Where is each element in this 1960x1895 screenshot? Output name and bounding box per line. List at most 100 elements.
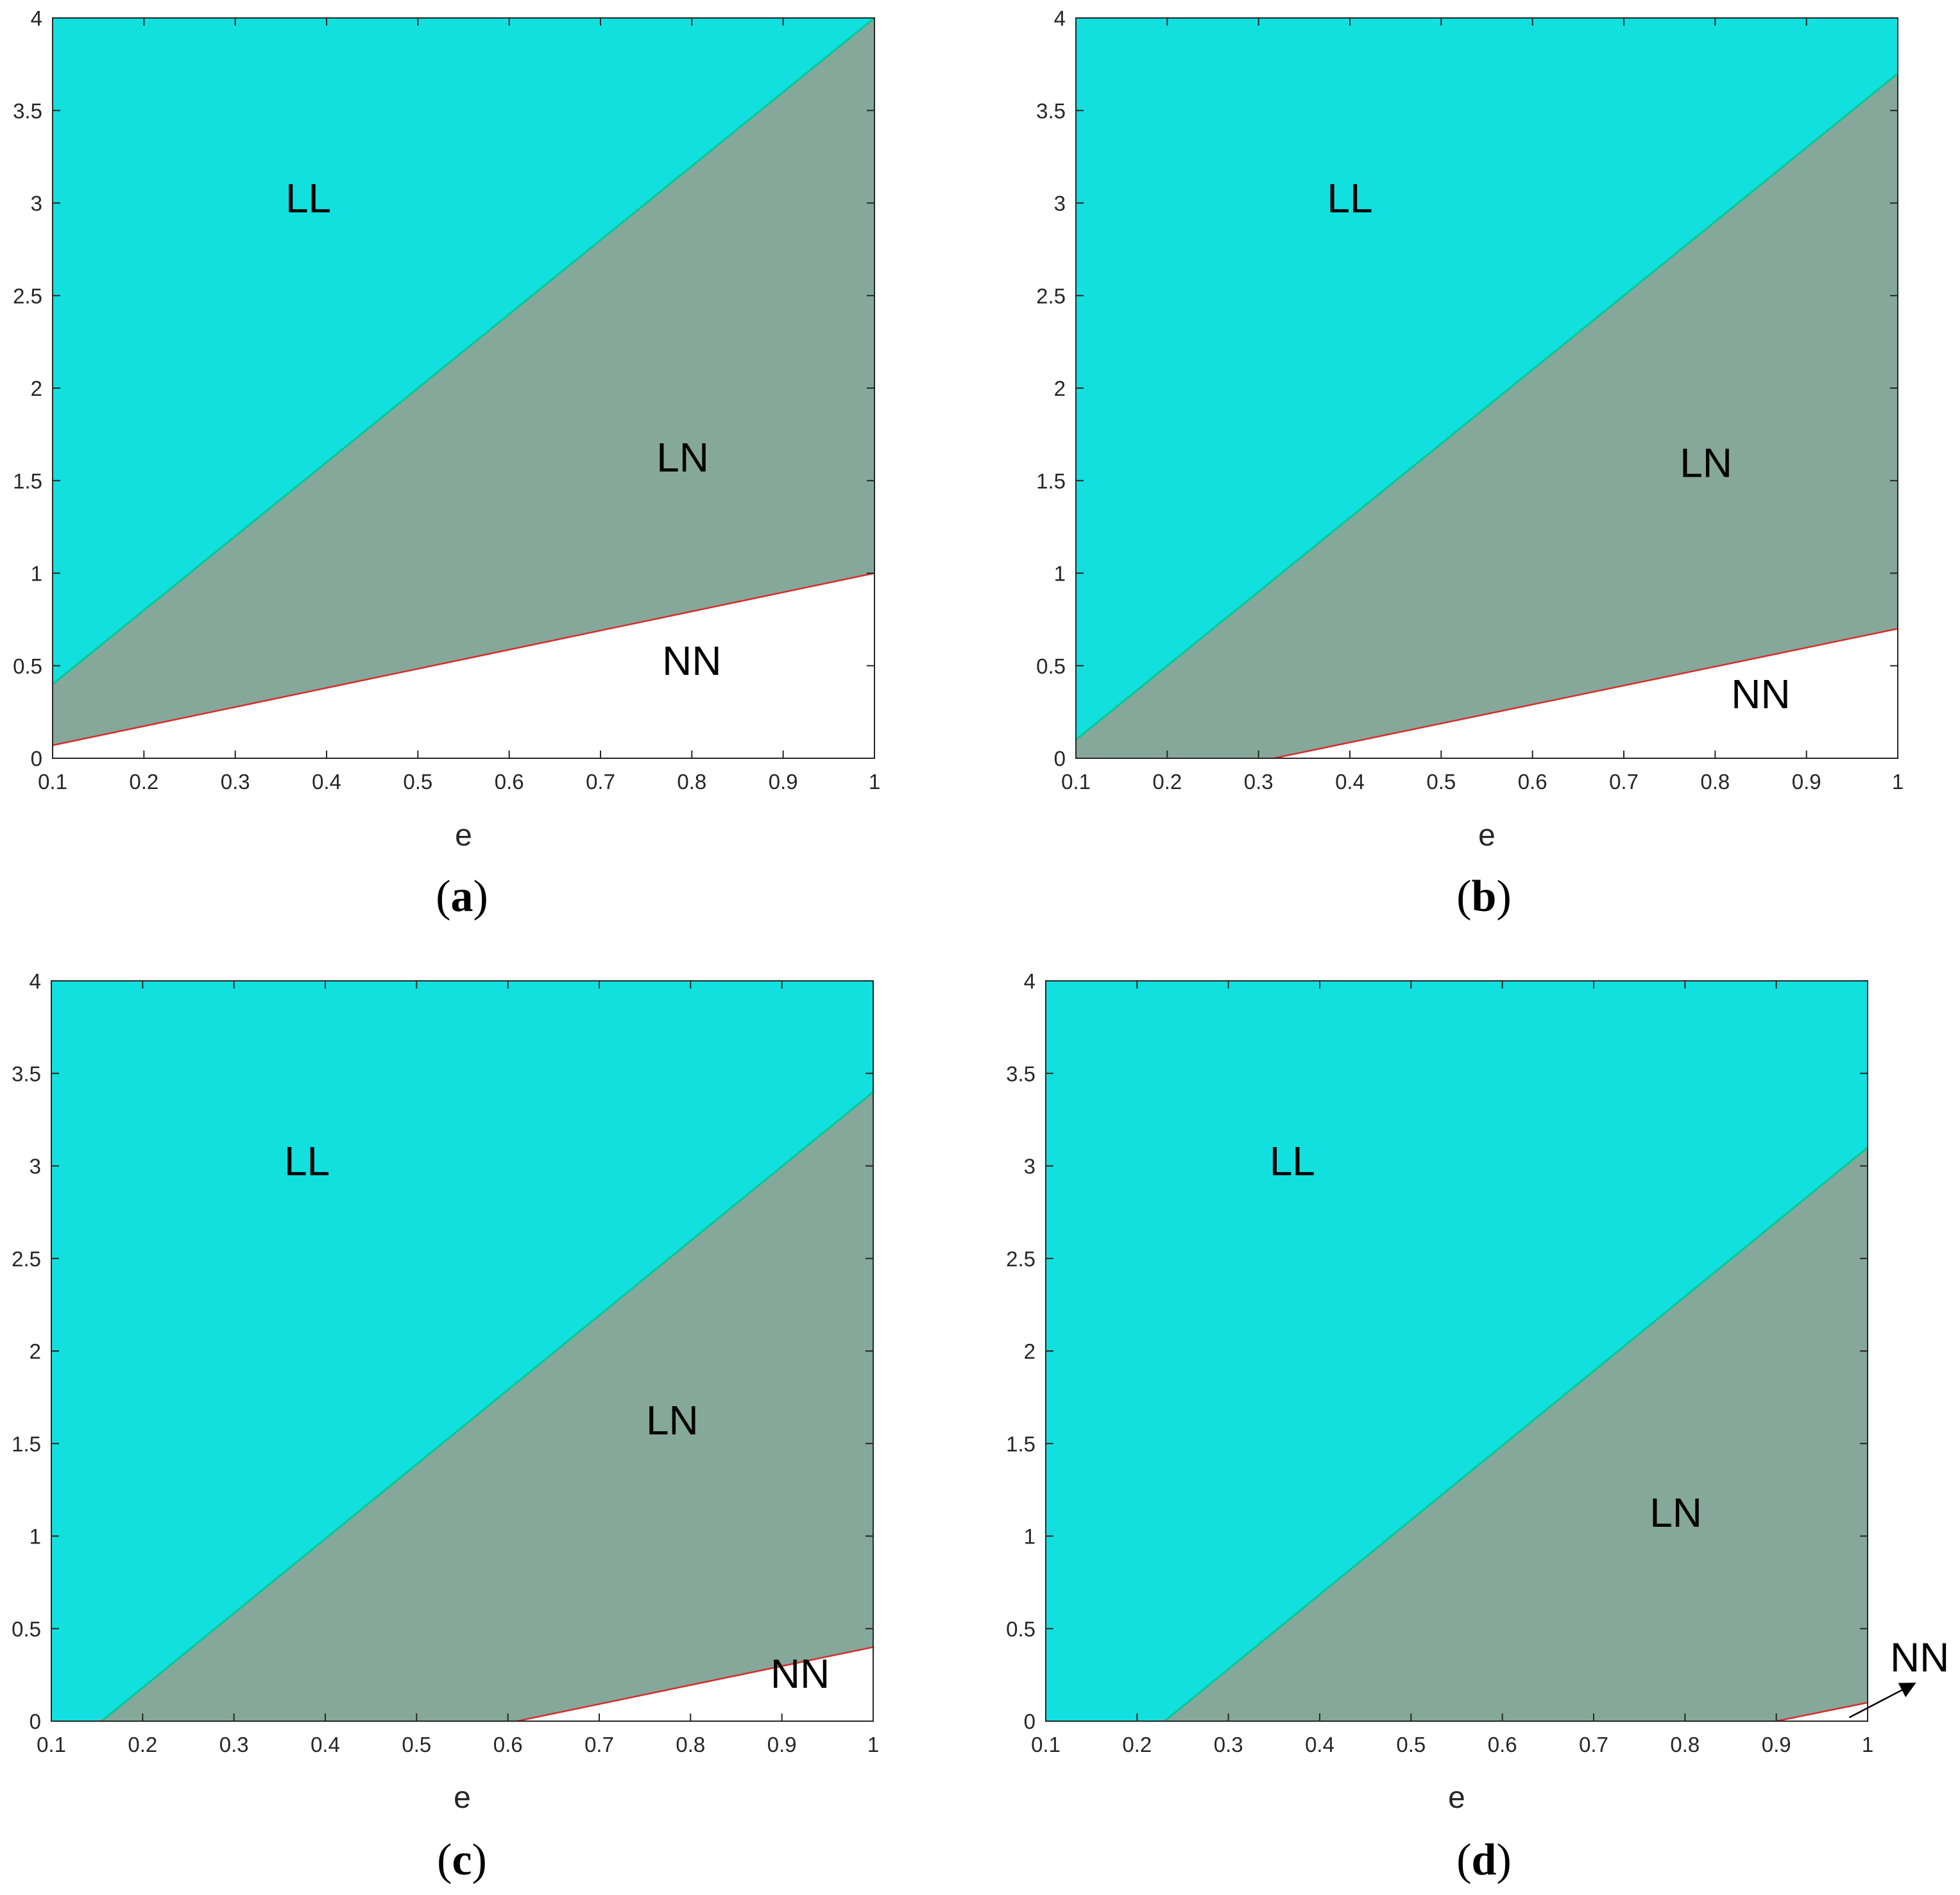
x-tick-label: 0.1 xyxy=(38,770,67,794)
lower-boundary-line xyxy=(1776,1701,1868,1721)
panel-label: (c) xyxy=(437,1835,487,1885)
region-ln xyxy=(1046,1147,1868,1721)
region-label-ln: LN xyxy=(656,434,709,480)
x-tick-label: 0.7 xyxy=(1579,1733,1608,1756)
y-tick-label: 2.5 xyxy=(1036,284,1066,308)
x-axis-label: e xyxy=(455,819,472,853)
panel-label-open: ( xyxy=(1456,1835,1471,1885)
x-tick-label: 0.8 xyxy=(1700,770,1730,794)
x-tick-label: 0.8 xyxy=(677,770,706,794)
y-tick-label: 2.5 xyxy=(13,284,42,308)
y-tick-label: 2 xyxy=(1054,377,1066,400)
panel-label: (b) xyxy=(1456,872,1512,921)
y-tick-label: 4 xyxy=(31,6,42,30)
x-axis-label: e xyxy=(1478,819,1496,853)
y-tick-label: 0 xyxy=(31,747,42,770)
region-label-nn: NN xyxy=(1731,671,1790,717)
x-tick-label: 0.7 xyxy=(584,1733,614,1756)
panel-a: 0.1 0.2 0.3 0.4 0.5 0.6 0.7 0.8 0.9 1 0 0.5 1 1.5 2 2.5… xyxy=(13,6,880,921)
panel-label-close: ) xyxy=(473,872,488,921)
x-tick-label: 0.6 xyxy=(1518,770,1547,794)
region-ll xyxy=(51,981,873,1721)
x-tick-label: 0.3 xyxy=(221,770,250,794)
y-tick-label: 3.5 xyxy=(1006,1062,1035,1085)
x-tick-label: 0.3 xyxy=(1244,770,1274,794)
y-tick-label: 1 xyxy=(31,562,42,586)
region-label-ll: LL xyxy=(284,1138,330,1184)
x-tick-label: 0.4 xyxy=(1335,770,1365,794)
x-tick-label: 0.1 xyxy=(37,1733,66,1756)
y-tick-label: 2 xyxy=(30,1339,41,1363)
x-tick-label: 0.4 xyxy=(311,1733,340,1756)
y-tick-label: 0 xyxy=(1024,1710,1035,1733)
plot-area xyxy=(51,981,873,1721)
panel-label-letter: a xyxy=(451,872,473,921)
plot-area xyxy=(53,18,874,758)
x-tick-label: 0.3 xyxy=(219,1733,249,1756)
x-tick-label: 0.1 xyxy=(1061,770,1091,794)
x-tick-label: 0.4 xyxy=(312,770,341,794)
region-label-ln: LN xyxy=(1649,1490,1702,1536)
panel-label-close: ) xyxy=(472,1835,487,1885)
x-tick-label: 0.2 xyxy=(1152,770,1182,794)
y-tick-label: 2 xyxy=(1024,1339,1035,1363)
x-tick-label: 1 xyxy=(867,1733,879,1756)
annotation-arrow xyxy=(1848,1682,1916,1719)
y-tick-label: 2.5 xyxy=(1006,1247,1035,1271)
y-tick-label: 3 xyxy=(1024,1155,1035,1178)
x-tick-label: 1 xyxy=(1892,770,1904,794)
region-ln xyxy=(53,18,874,745)
panel-label-open: ( xyxy=(436,872,450,921)
y-tick-label: 1.5 xyxy=(1036,469,1066,493)
y-tick-label: 3 xyxy=(31,192,42,216)
region-label-ll: LL xyxy=(1270,1138,1315,1184)
x-tick-label: 0.9 xyxy=(1792,770,1821,794)
y-tick-label: 1 xyxy=(1054,562,1066,586)
panel-label-close: ) xyxy=(1496,1835,1511,1885)
x-tick-label: 0.5 xyxy=(1396,1733,1426,1756)
y-tick-label: 1 xyxy=(1024,1525,1035,1549)
y-tick-label: 0.5 xyxy=(13,654,42,678)
x-tick-label: 1 xyxy=(1862,1733,1873,1756)
x-axis-label: e xyxy=(454,1781,471,1815)
region-label-ln: LN xyxy=(1680,439,1732,486)
x-tick-label: 0.5 xyxy=(1426,770,1456,794)
x-tick-label: 0.4 xyxy=(1305,1733,1334,1756)
panel-c: 0.1 0.2 0.3 0.4 0.5 0.6 0.7 0.8 0.9 1 0 0.5 1 1.5 2 2.5… xyxy=(12,969,879,1885)
x-tick-label: 0.9 xyxy=(1762,1733,1791,1756)
y-tick-label: 3 xyxy=(30,1155,41,1178)
panel-label-close: ) xyxy=(1496,872,1511,921)
x-tick-label: 0.6 xyxy=(495,770,524,794)
upper-boundary-line xyxy=(1164,1146,1868,1721)
region-label-ll: LL xyxy=(285,175,331,221)
x-tick-label: 1 xyxy=(869,770,880,794)
plot-area xyxy=(1046,981,1868,1721)
y-tick-label: 3.5 xyxy=(12,1062,41,1085)
x-tick-label: 0.2 xyxy=(1122,1733,1152,1756)
x-tick-label: 0.3 xyxy=(1214,1733,1243,1756)
region-ll xyxy=(1046,981,1868,1721)
x-tick-label: 0.7 xyxy=(586,770,615,794)
panel-label-letter: c xyxy=(452,1835,472,1885)
x-tick-label: 0.2 xyxy=(128,1733,157,1756)
region-ln xyxy=(51,1092,873,1721)
y-tick-label: 4 xyxy=(30,969,41,993)
region-label-ll: LL xyxy=(1327,175,1372,221)
y-tick-label: 4 xyxy=(1024,969,1035,993)
region-label-nn: NN xyxy=(771,1651,830,1697)
region-label-nn: NN xyxy=(662,638,721,684)
x-tick-label: 0.5 xyxy=(402,1733,431,1756)
y-tick-label: 1 xyxy=(30,1525,41,1549)
panel-b: 0.1 0.2 0.3 0.4 0.5 0.6 0.7 0.8 0.9 1 0 0.5 1 1.5 2 2.5… xyxy=(1036,6,1904,921)
panel-label: (d) xyxy=(1456,1835,1512,1885)
y-tick-label: 3.5 xyxy=(13,99,42,123)
y-tick-label: 0.5 xyxy=(1036,654,1066,678)
upper-boundary-line xyxy=(53,18,874,685)
x-axis-label: e xyxy=(1448,1781,1465,1815)
y-tick-label: 2 xyxy=(31,377,42,400)
region-ll xyxy=(1076,18,1898,740)
x-tick-label: 0.6 xyxy=(1488,1733,1517,1756)
lower-boundary-line xyxy=(53,572,874,747)
x-tick-label: 0.7 xyxy=(1609,770,1639,794)
